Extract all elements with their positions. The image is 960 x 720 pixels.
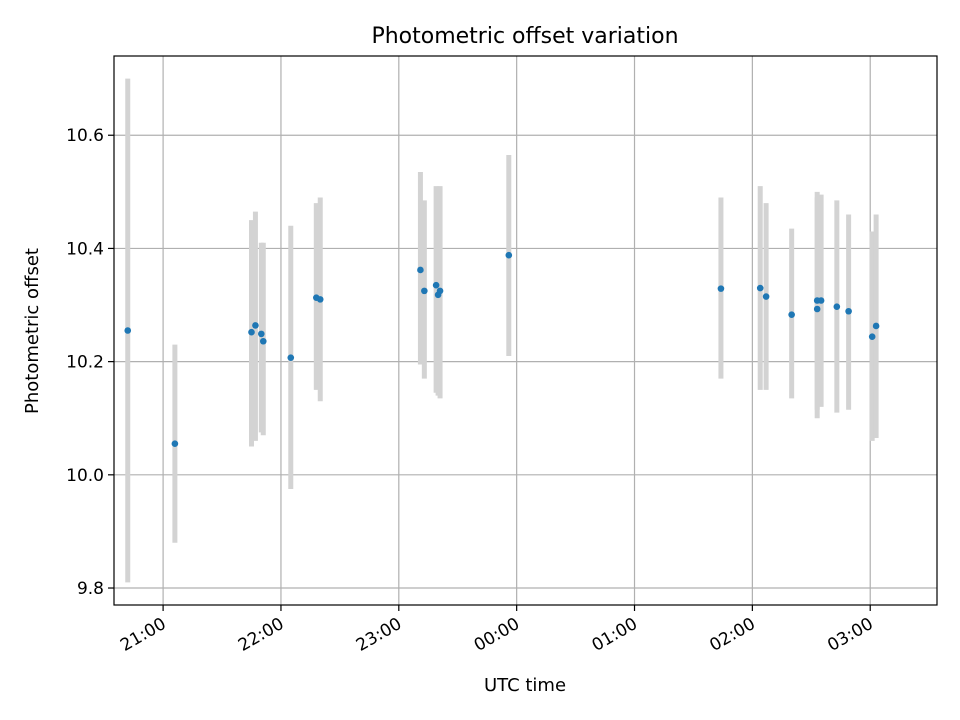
data-point — [833, 303, 841, 311]
data-point — [788, 311, 795, 318]
data-point — [124, 327, 132, 334]
chart-title: Photometric offset variation — [371, 24, 678, 49]
x-tick-label: 23:00 — [353, 614, 405, 656]
data-point — [868, 333, 876, 341]
y-tick-label: 10.0 — [66, 466, 104, 486]
data-point — [252, 322, 259, 329]
data-point — [845, 307, 852, 315]
data-point — [762, 293, 770, 300]
axis-ticks: 21:00 22:00 23:00 00:00 01:00 02:00 03:00 9.8 10… — [66, 126, 877, 656]
data-point — [171, 440, 179, 447]
data-point — [436, 287, 444, 295]
data-point — [248, 328, 255, 336]
x-tick-label: 02:00 — [706, 614, 758, 656]
x-tick-label: 01:00 — [589, 614, 641, 656]
x-tick-label: 00:00 — [471, 614, 523, 656]
y-tick-label: 10.4 — [66, 239, 104, 259]
y-tick-label: 9.8 — [77, 579, 104, 599]
x-tick-label: 03:00 — [824, 614, 876, 656]
data-point — [287, 354, 295, 361]
data-point — [259, 337, 267, 345]
x-tick-label: 21:00 — [117, 614, 169, 656]
data-point — [258, 330, 265, 338]
data-point — [756, 284, 764, 292]
data-point — [432, 281, 440, 289]
data-point — [817, 297, 825, 304]
data-point — [813, 305, 821, 313]
x-axis-label: UTC time — [484, 675, 566, 696]
data-point — [717, 285, 725, 292]
data-point — [316, 296, 324, 303]
y-tick-label: 10.2 — [66, 353, 104, 373]
data-point — [421, 287, 428, 295]
error-bars — [125, 78, 879, 583]
plot-frame — [113, 55, 938, 606]
y-axis-label: Photometric offset — [22, 248, 43, 414]
data-point — [872, 322, 880, 330]
data-point — [505, 251, 513, 259]
grid — [114, 56, 937, 605]
data-point — [417, 266, 424, 274]
x-tick-label: 22:00 — [235, 614, 287, 656]
data-points — [124, 251, 880, 447]
y-tick-label: 10.6 — [66, 126, 104, 146]
